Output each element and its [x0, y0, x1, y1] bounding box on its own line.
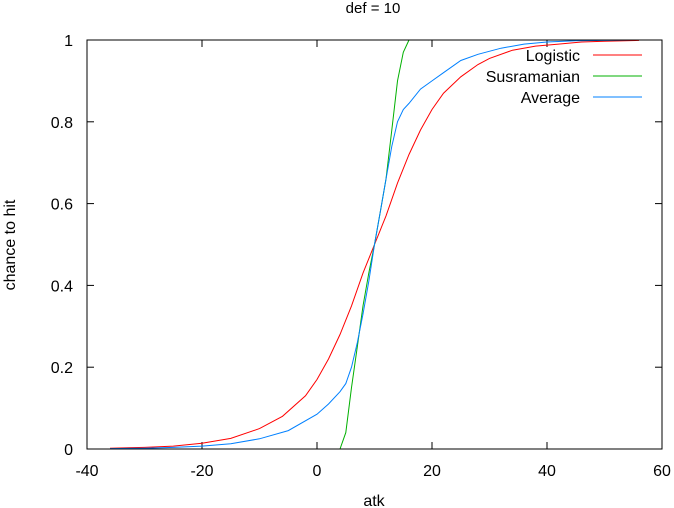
- series-line-average: [109, 39, 640, 450]
- x-tick-label: 60: [653, 463, 671, 480]
- legend-label: Average: [521, 90, 580, 107]
- x-tick-label: -40: [75, 463, 98, 480]
- y-axis-title: chance to hit: [2, 199, 19, 290]
- legend: Logistic Susramanian Average: [486, 48, 642, 107]
- y-tick-label: 1: [64, 33, 73, 50]
- x-tick-label: 20: [423, 463, 441, 480]
- y-tick-label: 0.4: [51, 278, 73, 295]
- x-tick-label: 0: [313, 463, 322, 480]
- y-tick-label: 0.6: [51, 197, 73, 214]
- series-line-logistic: [109, 39, 640, 449]
- legend-label: Susramanian: [486, 69, 580, 86]
- chart-title: def = 10: [346, 0, 401, 17]
- x-tick-label: 40: [538, 463, 556, 480]
- legend-label: Logistic: [526, 48, 580, 65]
- plot-frame: [86, 39, 663, 450]
- y-tick-label: 0: [64, 442, 73, 459]
- series-lines: [109, 39, 640, 450]
- axis-ticks: -40 -20 0 20 40 60 0 0.2 0.4 0.6 0.8 1: [51, 33, 671, 480]
- series-line-susramanian: [110, 39, 410, 450]
- x-axis-title: atk: [363, 493, 385, 508]
- y-tick-label: 0.2: [51, 360, 73, 377]
- x-tick-label: -20: [190, 463, 213, 480]
- y-tick-label: 0.8: [51, 115, 73, 132]
